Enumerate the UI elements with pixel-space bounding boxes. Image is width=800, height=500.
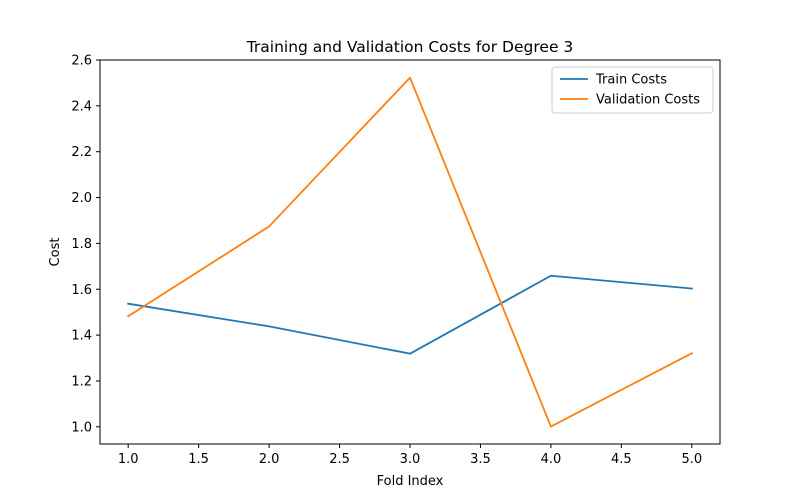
legend-label-validation-costs: Validation Costs xyxy=(596,93,700,108)
y-axis-label: Cost xyxy=(48,238,63,267)
x-tick-label: 1.5 xyxy=(188,452,209,467)
x-tick-label: 4.5 xyxy=(611,452,632,467)
series-line-train-costs xyxy=(127,274,693,355)
x-tick-label: 3.0 xyxy=(400,452,421,467)
y-tick-label: 2.2 xyxy=(71,145,92,160)
y-tick-label: 1.8 xyxy=(71,237,92,252)
chart-title: Training and Validation Costs for Degree… xyxy=(246,38,574,56)
legend-box xyxy=(551,66,714,114)
x-tick-label: 2.5 xyxy=(329,452,350,467)
plot-area: 1.0 1.5 2.0 2.5 3.0 3.5 4.0 4.5 5.0 1.0 1.2 1.4 1.6 1… xyxy=(71,54,721,467)
x-axis-label: Fold Index xyxy=(377,474,444,489)
y-tick-label: 1.4 xyxy=(71,329,92,344)
y-tick-label: 2.4 xyxy=(71,99,92,114)
x-tick-label: 4.0 xyxy=(541,452,562,467)
legend: Train Costs Validation Costs xyxy=(551,66,714,114)
y-tick-label: 1.2 xyxy=(71,374,92,389)
x-tick-label: 2.0 xyxy=(259,452,280,467)
series-line-validation-costs xyxy=(126,76,694,428)
x-tick-label: 5.0 xyxy=(681,452,702,467)
x-tick-label: 1.0 xyxy=(118,452,139,467)
y-tick-label: 2.6 xyxy=(71,54,92,69)
x-tick-label: 3.5 xyxy=(470,452,491,467)
y-tick-label: 2.0 xyxy=(71,191,92,206)
legend-label-train-costs: Train Costs xyxy=(595,73,667,88)
y-tick-label: 1.0 xyxy=(71,420,92,435)
y-tick-label: 1.6 xyxy=(71,283,92,298)
